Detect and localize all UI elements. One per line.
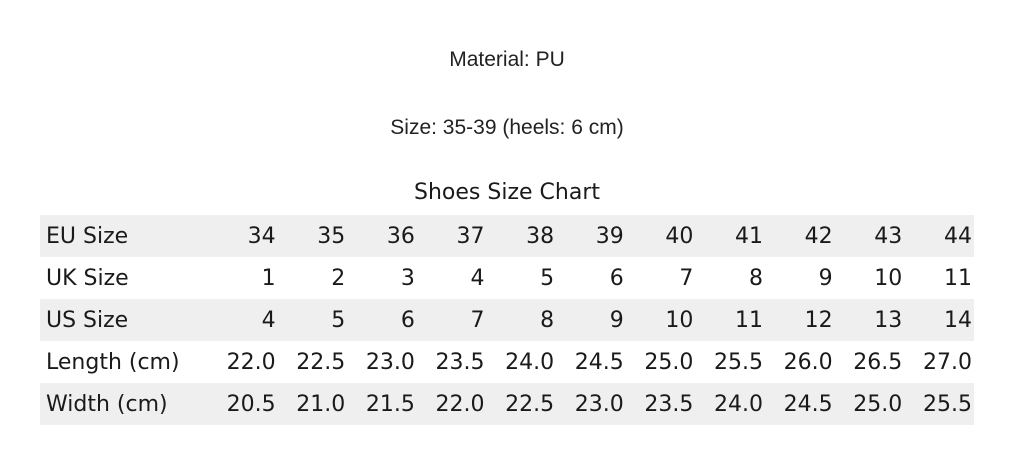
table-cell: 6 xyxy=(609,265,624,291)
table-cell: 21.0 xyxy=(296,391,346,417)
row-label: Width (cm) xyxy=(46,391,168,417)
table-cell: 23.5 xyxy=(435,349,485,375)
table-cell: 23.0 xyxy=(574,391,624,417)
table-cell: 41 xyxy=(735,223,763,249)
table-cell: 37 xyxy=(456,223,485,249)
table-cell: 22.5 xyxy=(296,349,346,375)
table-cell: 25.5 xyxy=(714,349,763,375)
row-label: Length (cm) xyxy=(46,349,180,375)
size-text: Size: 35-39 (heels: 6 cm) xyxy=(390,116,624,139)
table-cell: 24.5 xyxy=(783,391,833,417)
row-label: US Size xyxy=(46,307,129,333)
table-cell: 24.5 xyxy=(574,349,624,375)
table-cell: 43 xyxy=(874,223,903,249)
table-cell: 4 xyxy=(470,265,485,291)
size-chart-table: EU Size 34 35 36 37 38 39 40 41 42 43 44 UK Size 1 2 3 4… xyxy=(40,215,974,425)
table-cell: 22.0 xyxy=(435,391,485,417)
table-cell: 24.0 xyxy=(714,391,763,417)
material-text: Material: PU xyxy=(449,48,565,71)
table-cell: 4 xyxy=(261,307,276,333)
table-cell: 5 xyxy=(331,307,346,333)
table-cell: 25.5 xyxy=(923,391,972,417)
table-cell: 9 xyxy=(818,265,833,291)
table-cell: 10 xyxy=(665,307,694,333)
table-cell: 34 xyxy=(247,223,276,249)
table-cell: 2 xyxy=(331,265,346,291)
table-cell: 3 xyxy=(400,265,415,291)
table-cell: 6 xyxy=(400,307,415,333)
table-row: Width (cm) 20.5 21.0 21.5 22.0 22.5 23.0 23.5 24… xyxy=(40,383,974,425)
table-cell: 7 xyxy=(470,307,485,333)
table-cell: 27.0 xyxy=(923,349,972,375)
table-row: UK Size 1 2 3 4 5 6 7 8 9 10 11 xyxy=(40,257,974,299)
table-cell: 8 xyxy=(540,307,555,333)
table-cell: 39 xyxy=(595,223,624,249)
table-row: EU Size 34 35 36 37 38 39 40 41 42 43 44 xyxy=(40,215,974,257)
table-cell: 25.0 xyxy=(644,349,694,375)
table-cell: 13 xyxy=(874,307,903,333)
table-cell: 44 xyxy=(944,223,972,249)
table-cell: 5 xyxy=(540,265,555,291)
size-chart-caption: Shoes Size Chart xyxy=(414,180,600,205)
table-cell: 22.5 xyxy=(505,391,555,417)
table-cell: 9 xyxy=(609,307,624,333)
table-cell: 36 xyxy=(386,223,415,249)
table-cell: 26.5 xyxy=(853,349,903,375)
table-cell: 26.0 xyxy=(783,349,833,375)
table-cell: 7 xyxy=(679,265,694,291)
table-cell: 25.0 xyxy=(853,391,903,417)
row-label: EU Size xyxy=(46,223,129,249)
table-cell: 24.0 xyxy=(505,349,555,375)
table-cell: 42 xyxy=(804,223,833,249)
table-cell: 23.0 xyxy=(365,349,415,375)
table-cell: 22.0 xyxy=(226,349,276,375)
table-cell: 10 xyxy=(874,265,903,291)
table-cell: 11 xyxy=(944,265,972,291)
table-cell: 38 xyxy=(526,223,555,249)
table-cell: 14 xyxy=(944,307,972,333)
table-cell: 20.5 xyxy=(226,391,276,417)
table-cell: 1 xyxy=(261,265,276,291)
table-row: US Size 4 5 6 7 8 9 10 11 12 13 14 xyxy=(40,299,974,341)
row-label: UK Size xyxy=(46,265,129,291)
table-cell: 40 xyxy=(665,223,694,249)
table-cell: 8 xyxy=(749,265,763,291)
table-cell: 23.5 xyxy=(644,391,694,417)
table-cell: 21.5 xyxy=(365,391,415,417)
table-cell: 11 xyxy=(735,307,763,333)
table-row: Length (cm) 22.0 22.5 23.0 23.5 24.0 24.5 25.0 2… xyxy=(40,341,974,383)
table-cell: 12 xyxy=(804,307,833,333)
table-cell: 35 xyxy=(317,223,346,249)
